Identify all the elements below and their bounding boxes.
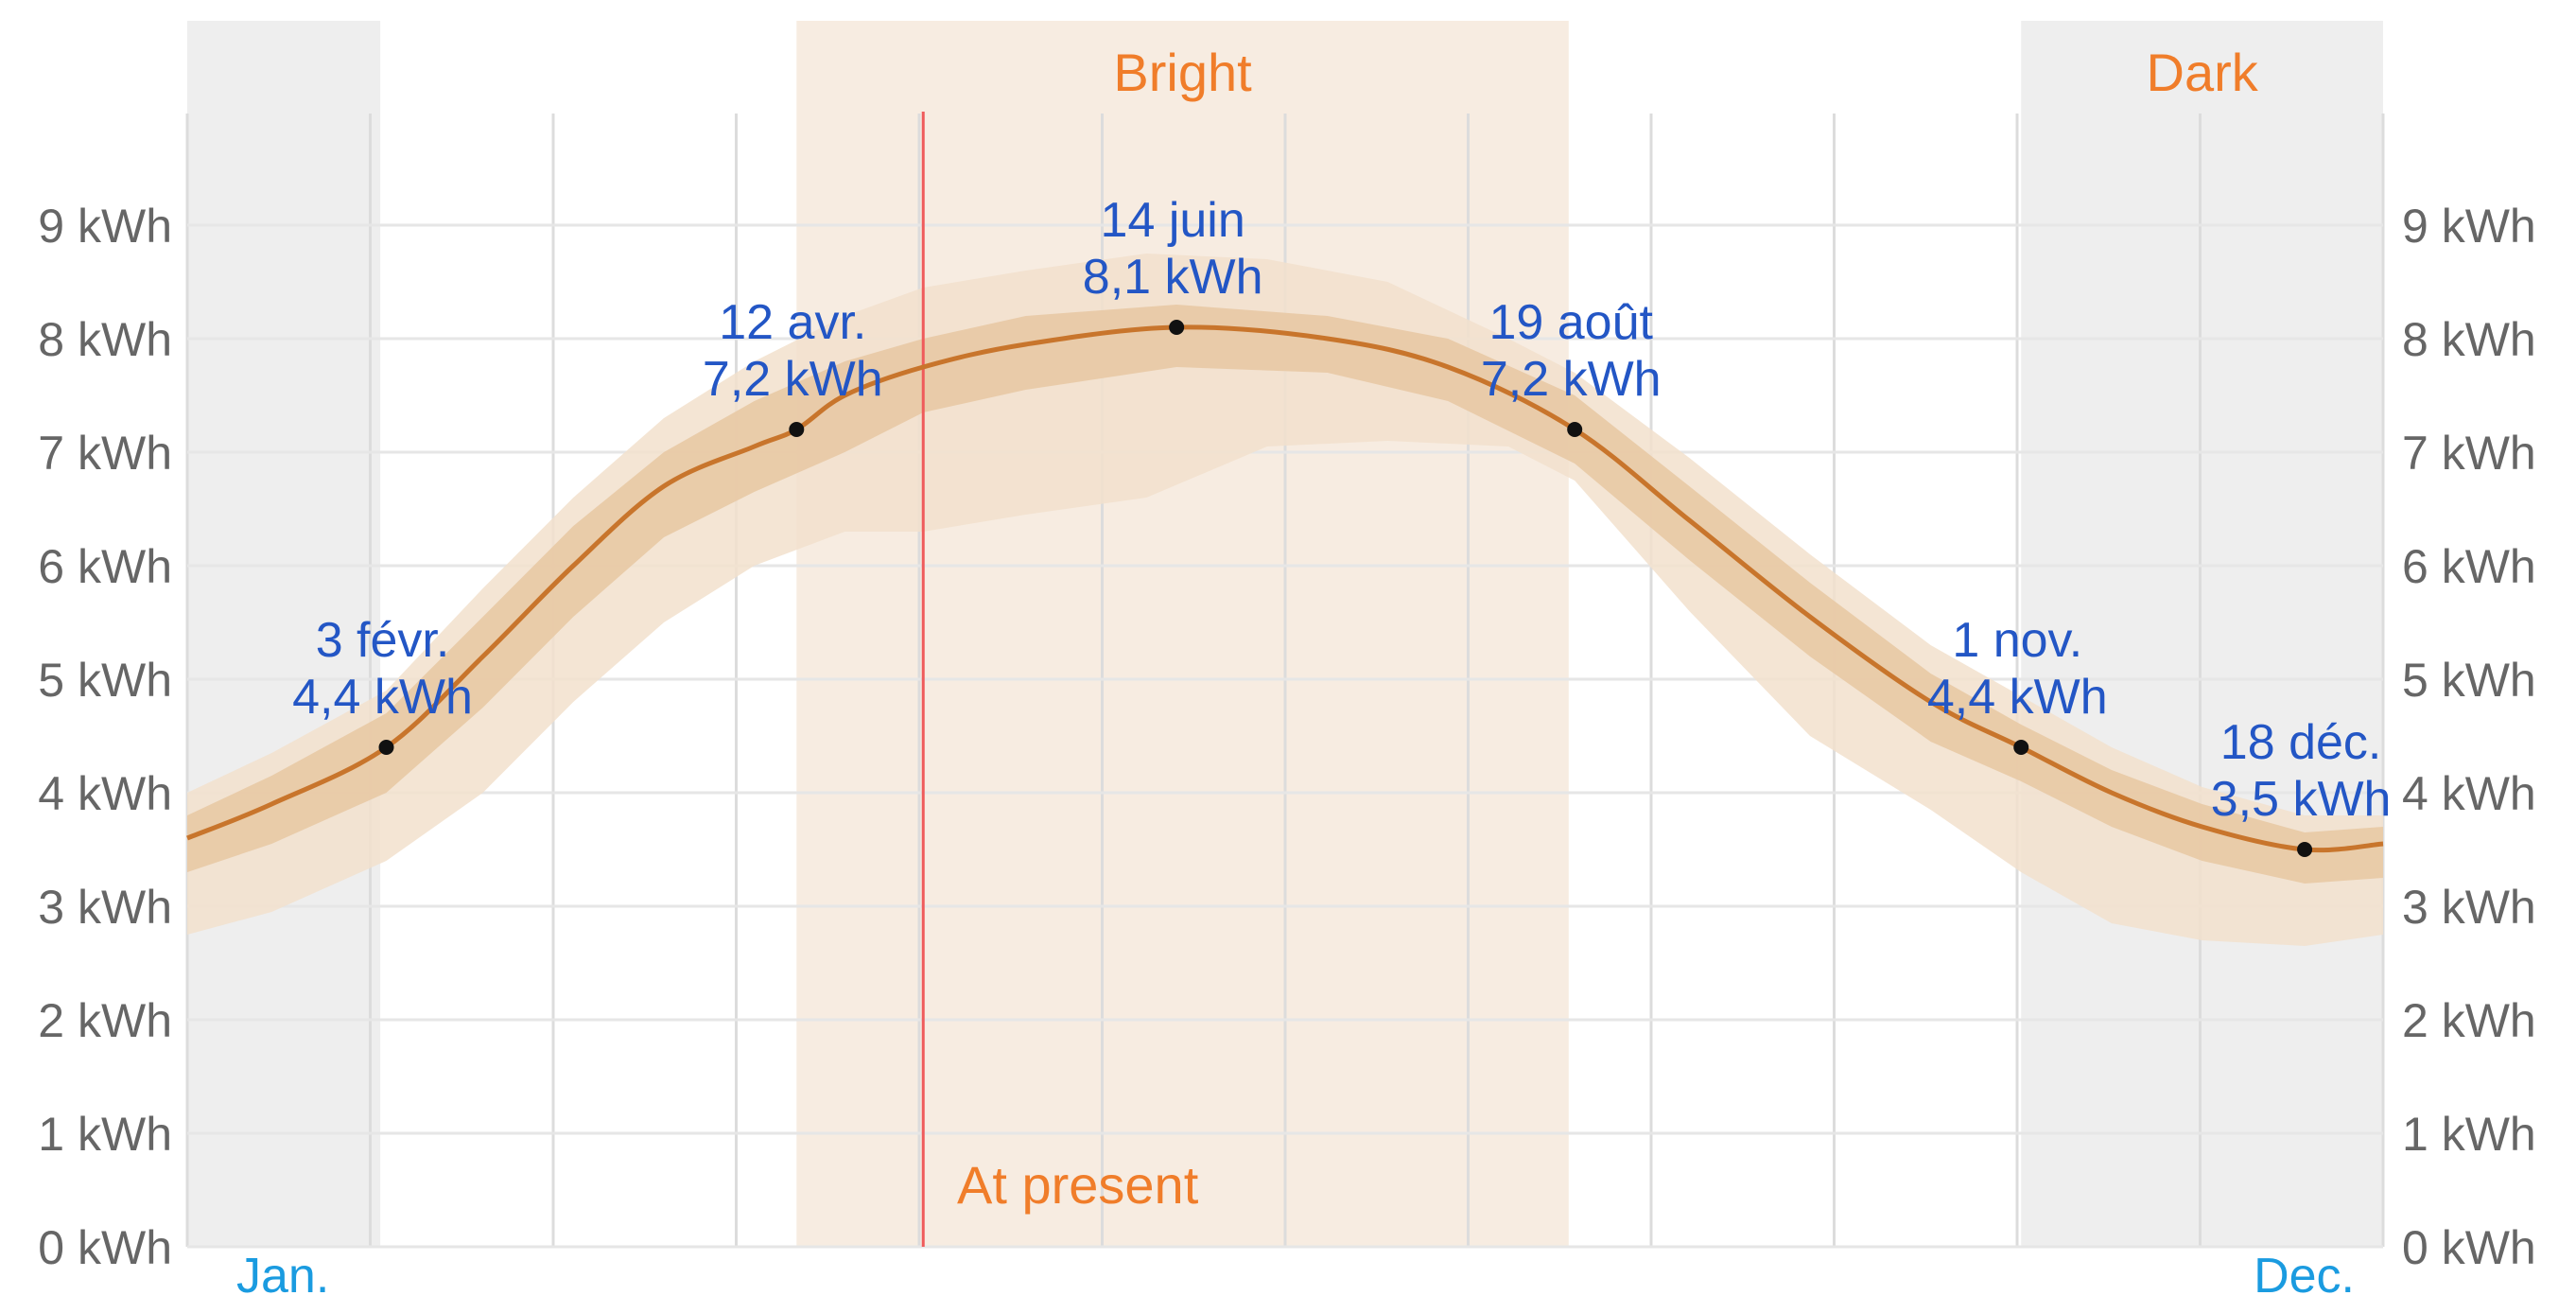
point-4: [2013, 740, 2029, 755]
y-tick-right-6: 6 kWh: [2402, 540, 2536, 593]
y-tick-left-2: 2 kWh: [38, 994, 172, 1047]
y-tick-right-0: 0 kWh: [2402, 1221, 2536, 1274]
y-tick-left-9: 9 kWh: [38, 200, 172, 253]
point-value-label-1: 7,2 kWh: [703, 352, 883, 407]
labels-layer: Bright Dark 0 kWh 0 kWh 1 kWh 1 kWh 2 kWh 2 kWh…: [38, 43, 2535, 1304]
point-date-label-3: 19 août: [1488, 295, 1653, 350]
y-tick-left-0: 0 kWh: [38, 1221, 172, 1274]
y-tick-left-3: 3 kWh: [38, 881, 172, 934]
point-date-label-5: 18 déc.: [2220, 715, 2382, 770]
y-tick-right-5: 5 kWh: [2402, 654, 2536, 707]
region-label-dark: Dark: [2147, 43, 2259, 102]
y-tick-left-6: 6 kWh: [38, 540, 172, 593]
point-0: [378, 740, 394, 755]
point-date-label-4: 1 nov.: [1952, 613, 2082, 668]
point-value-label-2: 8,1 kWh: [1083, 250, 1263, 305]
y-tick-left-1: 1 kWh: [38, 1108, 172, 1161]
inner-band: [187, 305, 2383, 884]
y-tick-right-2: 2 kWh: [2402, 994, 2536, 1047]
y-tick-right-3: 3 kWh: [2402, 881, 2536, 934]
point-5: [2297, 842, 2313, 857]
point-2: [1169, 320, 1185, 335]
y-tick-right-1: 1 kWh: [2402, 1108, 2536, 1161]
point-value-label-3: 7,2 kWh: [1481, 352, 1662, 407]
y-tick-left-5: 5 kWh: [38, 654, 172, 707]
points-layer: [378, 320, 2313, 857]
y-tick-right-7: 7 kWh: [2402, 427, 2536, 480]
point-date-label-1: 12 avr.: [719, 295, 866, 350]
point-date-label-0: 3 févr.: [316, 613, 450, 668]
month-label-start: Jan.: [236, 1249, 329, 1304]
point-date-label-2: 14 juin: [1101, 193, 1245, 248]
y-tick-left-4: 4 kWh: [38, 767, 172, 820]
point-value-label-0: 4,4 kWh: [292, 670, 473, 725]
point-3: [1567, 422, 1583, 437]
bands-layer: [187, 254, 2383, 946]
y-tick-left-7: 7 kWh: [38, 427, 172, 480]
month-label-end: Dec.: [2254, 1249, 2355, 1304]
point-value-label-4: 4,4 kWh: [1927, 670, 2108, 725]
y-tick-right-9: 9 kWh: [2402, 200, 2536, 253]
y-tick-left-8: 8 kWh: [38, 313, 172, 366]
present-label: At present: [957, 1155, 1199, 1215]
series-layer: [186, 324, 2384, 853]
point-value-label-5: 3,5 kWh: [2211, 772, 2392, 827]
y-tick-right-8: 8 kWh: [2402, 313, 2536, 366]
series-line: [186, 324, 2384, 853]
region-label-bright: Bright: [1113, 43, 1252, 102]
y-tick-right-4: 4 kWh: [2402, 767, 2536, 820]
point-1: [789, 422, 805, 437]
